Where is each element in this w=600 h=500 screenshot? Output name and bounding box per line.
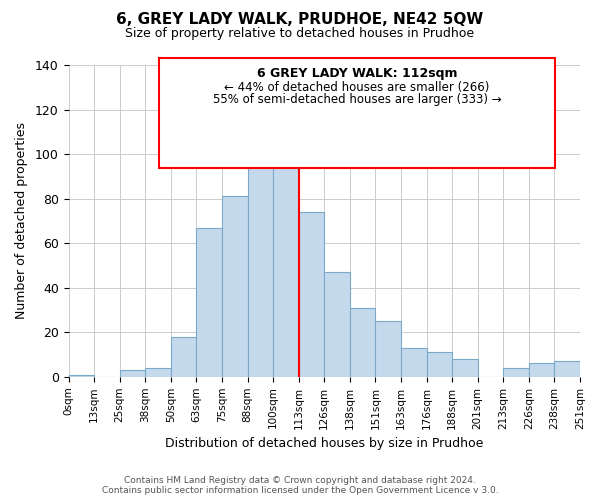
- Text: ← 44% of detached houses are smaller (266): ← 44% of detached houses are smaller (26…: [224, 82, 490, 94]
- Bar: [171, 336, 196, 377]
- Bar: [350, 308, 376, 377]
- Bar: [554, 361, 580, 377]
- X-axis label: Distribution of detached houses by size in Prudhoe: Distribution of detached houses by size …: [165, 437, 484, 450]
- Bar: [427, 352, 452, 377]
- Text: 6, GREY LADY WALK, PRUDHOE, NE42 5QW: 6, GREY LADY WALK, PRUDHOE, NE42 5QW: [116, 12, 484, 28]
- Bar: [145, 368, 171, 377]
- Bar: [68, 374, 94, 377]
- Bar: [503, 368, 529, 377]
- Text: Contains public sector information licensed under the Open Government Licence v : Contains public sector information licen…: [101, 486, 499, 495]
- Text: Size of property relative to detached houses in Prudhoe: Size of property relative to detached ho…: [125, 28, 475, 40]
- Y-axis label: Number of detached properties: Number of detached properties: [15, 122, 28, 320]
- Bar: [273, 143, 299, 377]
- Bar: [529, 364, 554, 377]
- Bar: [299, 212, 324, 377]
- Bar: [119, 370, 145, 377]
- Text: 6 GREY LADY WALK: 112sqm: 6 GREY LADY WALK: 112sqm: [257, 66, 457, 80]
- Bar: [248, 132, 273, 377]
- Bar: [196, 228, 222, 377]
- Bar: [452, 359, 478, 377]
- Bar: [401, 348, 427, 377]
- Text: 55% of semi-detached houses are larger (333) →: 55% of semi-detached houses are larger (…: [212, 94, 502, 106]
- Bar: [222, 196, 248, 377]
- Bar: [376, 321, 401, 377]
- Bar: [324, 272, 350, 377]
- Text: Contains HM Land Registry data © Crown copyright and database right 2024.: Contains HM Land Registry data © Crown c…: [124, 476, 476, 485]
